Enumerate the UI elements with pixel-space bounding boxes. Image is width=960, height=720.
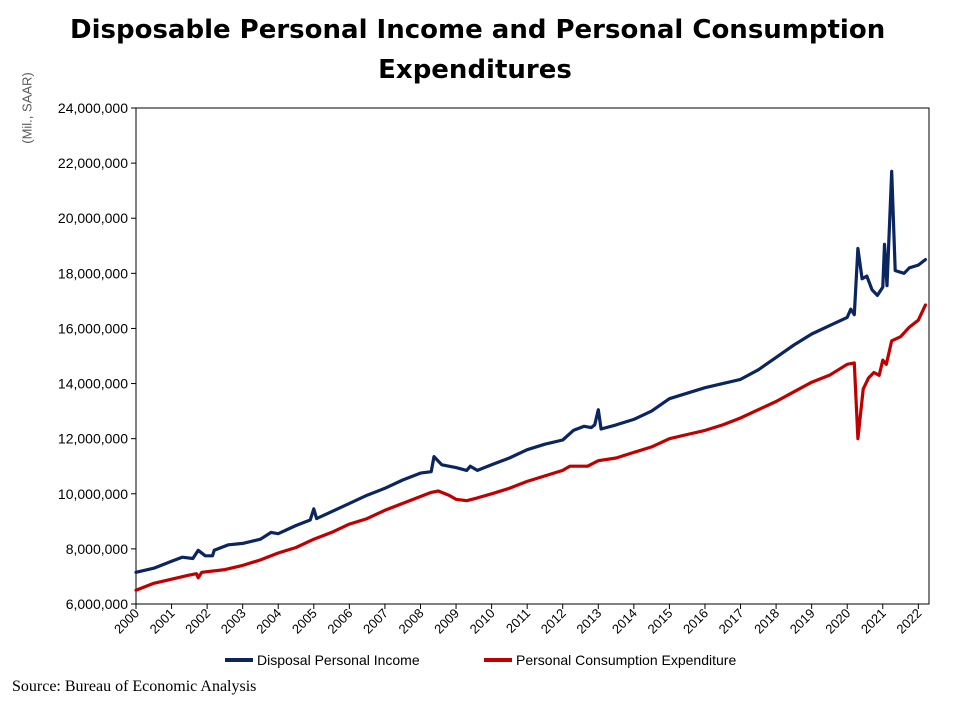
y-tick-label: 22,000,000 xyxy=(58,155,128,171)
y-tick-label: 20,000,000 xyxy=(58,210,128,226)
x-tick-label: 2016 xyxy=(680,606,711,637)
legend-swatch-consumption xyxy=(484,658,512,662)
y-tick-label: 24,000,000 xyxy=(58,100,128,116)
source-note: Source: Bureau of Economic Analysis xyxy=(12,678,257,695)
chart-title-line-2: Expenditures xyxy=(378,55,572,85)
x-tick-label: 2020 xyxy=(822,606,853,637)
legend-label-consumption: Personal Consumption Expenditure xyxy=(516,652,737,668)
x-tick-label: 2012 xyxy=(538,606,569,637)
x-tick-label: 2010 xyxy=(467,606,498,637)
plot-area-border xyxy=(135,107,930,605)
x-tick-label: 2017 xyxy=(716,606,747,637)
y-tick-label: 16,000,000 xyxy=(58,320,128,336)
legend-label-income: Disposal Personal Income xyxy=(257,652,420,668)
y-tick-label: 10,000,000 xyxy=(58,486,128,502)
x-tick-label: 2021 xyxy=(858,606,889,637)
x-tick-label: 2008 xyxy=(396,606,427,637)
chart-title-line-1: Disposable Personal Income and Personal … xyxy=(70,15,886,45)
chart-title: Disposable Personal Income and Personal … xyxy=(70,10,886,90)
x-tick-label: 2004 xyxy=(253,606,284,637)
x-tick-label: 2019 xyxy=(787,606,818,637)
legend-item-income: Disposal Personal Income xyxy=(225,652,420,668)
x-tick-label: 2015 xyxy=(644,606,675,637)
x-tick-label: 2006 xyxy=(324,606,355,637)
x-tick-label: 2007 xyxy=(360,606,391,637)
y-tick-label: 14,000,000 xyxy=(58,376,128,392)
x-tick-label: 2018 xyxy=(751,606,782,637)
x-tick-label: 2011 xyxy=(503,606,533,636)
x-tick-label: 2022 xyxy=(893,606,924,637)
x-tick-label: 2003 xyxy=(218,606,249,637)
x-tick-label: 2001 xyxy=(147,606,178,637)
series-line-disposable-income xyxy=(134,169,927,574)
x-tick-label: 2013 xyxy=(573,606,604,637)
legend-swatch-income xyxy=(225,658,253,662)
x-tick-label: 2014 xyxy=(609,606,640,637)
series-line-consumption xyxy=(134,303,927,592)
x-tick-label: 2009 xyxy=(431,606,462,637)
legend: Disposal Personal Income Personal Consum… xyxy=(0,652,960,670)
y-tick-label: 12,000,000 xyxy=(58,431,128,447)
y-tick-label: 18,000,000 xyxy=(58,265,128,281)
y-tick-label: 6,000,000 xyxy=(66,596,128,612)
y-tick-label: 8,000,000 xyxy=(66,541,128,557)
legend-item-consumption: Personal Consumption Expenditure xyxy=(484,652,736,668)
x-tick-label: 2005 xyxy=(289,606,320,637)
x-tick-label: 2002 xyxy=(182,606,213,637)
